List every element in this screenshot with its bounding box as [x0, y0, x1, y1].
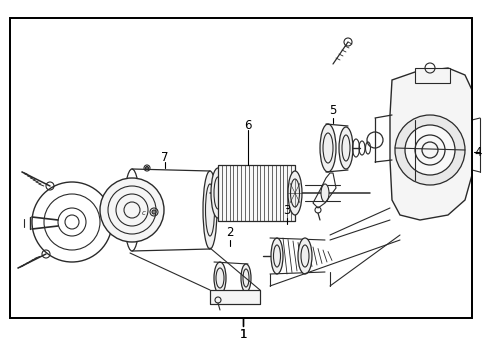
Ellipse shape: [298, 238, 312, 274]
Text: 2: 2: [226, 225, 234, 239]
Text: 3: 3: [283, 203, 291, 216]
Polygon shape: [390, 68, 472, 220]
Ellipse shape: [214, 262, 226, 294]
Ellipse shape: [203, 171, 217, 249]
Ellipse shape: [288, 171, 302, 215]
Text: 7: 7: [161, 150, 169, 163]
Ellipse shape: [211, 168, 225, 218]
Ellipse shape: [241, 264, 251, 292]
Ellipse shape: [320, 124, 336, 172]
Bar: [415, 68, 450, 83]
Circle shape: [152, 210, 156, 214]
Circle shape: [146, 166, 148, 170]
Circle shape: [405, 125, 455, 175]
Text: 5: 5: [329, 104, 337, 117]
Ellipse shape: [321, 184, 329, 202]
Bar: [218, 165, 295, 221]
Circle shape: [395, 115, 465, 185]
Ellipse shape: [339, 127, 353, 169]
Text: 1: 1: [239, 328, 247, 341]
Text: 6: 6: [244, 118, 252, 131]
Bar: [210, 290, 260, 304]
Bar: [10, 18, 472, 318]
Bar: [210, 290, 260, 304]
Bar: [10, 18, 472, 318]
Ellipse shape: [271, 238, 283, 274]
Text: 4: 4: [474, 145, 482, 158]
Text: c: c: [142, 210, 146, 216]
Circle shape: [100, 178, 164, 242]
Text: 1: 1: [239, 328, 247, 341]
